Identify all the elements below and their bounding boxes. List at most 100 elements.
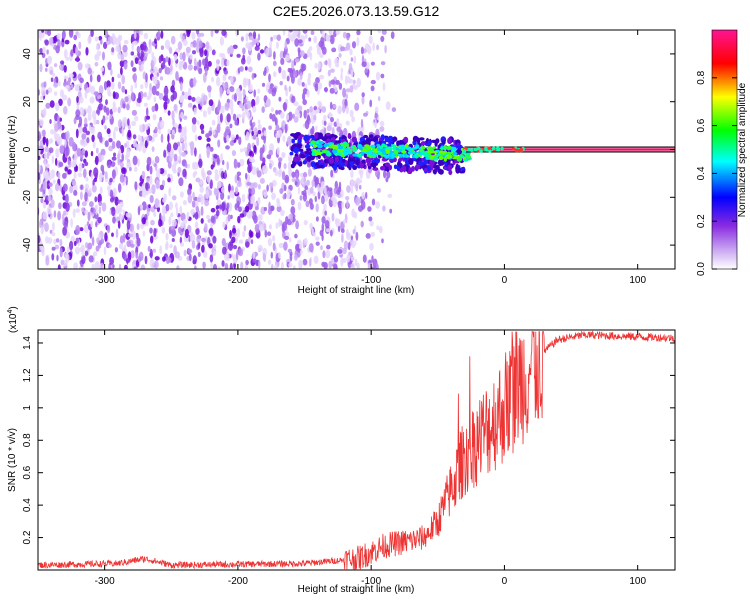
- colorbar-tick-label: 0.0: [696, 262, 707, 276]
- spectrogram-noise-cell: [145, 72, 148, 83]
- spectrogram-noise-cell: [58, 202, 62, 210]
- spectrogram-noise-cell: [380, 73, 385, 79]
- spectrogram-band-cell: [460, 166, 465, 171]
- spectrogram-noise-cell: [358, 169, 364, 175]
- spectrogram-noise-cell: [195, 30, 200, 35]
- spectrogram-noise-cell: [178, 128, 182, 133]
- spectrogram-noise-cell: [268, 149, 274, 156]
- spectrogram-noise-cell: [302, 99, 308, 106]
- spectrogram-noise-cell: [232, 44, 238, 49]
- spectrogram-noise-cell: [73, 157, 77, 168]
- spectrogram-x-tick-label: 0: [502, 275, 508, 286]
- spectrogram-noise-cell: [95, 147, 99, 154]
- spectrogram-noise-cell: [140, 264, 146, 269]
- spectrogram-noise-cell: [228, 241, 234, 251]
- spectrogram-noise-cell: [77, 61, 83, 71]
- spectrogram-noise-cell: [306, 179, 310, 186]
- spectrogram-noise-cell: [229, 87, 235, 93]
- spectrogram-noise-cell: [100, 67, 105, 72]
- spectrogram-noise-cell: [134, 31, 137, 40]
- spectrogram-noise-cell: [97, 95, 102, 100]
- spectrogram-noise-cell: [307, 77, 311, 86]
- spectrogram-noise-cell: [81, 201, 87, 207]
- spectrogram-noise-cell: [167, 110, 171, 116]
- spectrogram-noise-cell: [329, 87, 335, 94]
- spectrogram-noise-cell: [321, 106, 327, 113]
- spectrogram-noise-cell: [83, 123, 88, 128]
- spectrogram-band-cell: [372, 162, 377, 169]
- spectrogram-noise-cell: [330, 117, 334, 123]
- spectrogram-noise-cell: [329, 68, 335, 73]
- spectrogram-noise-cell: [179, 148, 182, 157]
- spectrogram-noise-cell: [87, 105, 92, 115]
- spectrogram-noise-cell: [271, 113, 276, 122]
- spectrogram-noise-cell: [324, 220, 330, 229]
- spectrogram-noise-cell: [86, 137, 90, 144]
- spectrogram-noise-cell: [301, 82, 305, 87]
- spectrogram-noise-cell: [150, 59, 155, 70]
- spectrogram-noise-cell: [268, 224, 273, 230]
- spectrogram-band-core: [443, 157, 447, 162]
- spectrogram-noise-cell: [259, 177, 265, 184]
- spectrogram-band-cell: [388, 138, 394, 145]
- spectrogram-noise-cell: [45, 257, 50, 266]
- spectrogram-noise-cell: [334, 57, 340, 66]
- spectrogram-noise-cell: [91, 134, 95, 143]
- spectrogram-noise-cell: [60, 259, 65, 266]
- spectrogram-noise-cell: [288, 111, 293, 121]
- spectrogram-noise-cell: [255, 97, 259, 106]
- spectrogram-noise-cell: [330, 229, 333, 237]
- spectrogram-noise-cell: [47, 87, 53, 94]
- spectrogram-noise-cell: [246, 111, 251, 118]
- spectrogram-noise-cell: [212, 129, 216, 136]
- spectrogram-noise-cell: [297, 47, 301, 53]
- snr-series-line: [38, 330, 675, 570]
- spectrogram-noise-cell: [206, 146, 211, 156]
- spectrogram-noise-cell: [340, 46, 345, 52]
- spectrogram-noise-cell: [346, 185, 351, 193]
- spectrogram-noise-cell: [106, 80, 111, 89]
- spectrogram-noise-cell: [284, 40, 288, 50]
- spectrogram-noise-cell: [263, 223, 267, 232]
- spectrogram-noise-cell: [159, 184, 164, 191]
- spectrogram-noise-cell: [268, 73, 271, 83]
- spectrogram-noise-cell: [317, 183, 320, 192]
- snr-x-tick-label: -300: [95, 576, 115, 587]
- spectrogram-noise-cell: [115, 204, 121, 215]
- spectrogram-noise-cell: [362, 254, 367, 263]
- spectrogram-noise-cell: [361, 61, 367, 68]
- spectrogram-carrier-dot: [500, 146, 504, 151]
- spectrogram-y-tick-label: -20: [22, 190, 33, 205]
- spectrogram-noise-cell: [103, 246, 107, 256]
- spectrogram-band-core: [394, 155, 399, 158]
- spectrogram-noise-cell: [184, 228, 189, 239]
- spectrogram-noise-cell: [75, 46, 79, 56]
- spectrogram-band-cell: [434, 140, 438, 147]
- spectrogram-noise-cell: [90, 208, 94, 213]
- spectrogram-noise-cell: [134, 181, 138, 191]
- spectrogram-noise-cell: [134, 57, 139, 65]
- spectrogram-noise-cell: [118, 36, 121, 45]
- spectrogram-noise-cell: [330, 79, 336, 85]
- spectrogram-noise-cell: [368, 35, 373, 45]
- spectrogram-noise-cell: [351, 243, 356, 248]
- spectrogram-band-core: [337, 145, 344, 150]
- spectrogram-noise-cell: [349, 109, 354, 118]
- spectrogram-noise-cell: [192, 259, 196, 265]
- spectrogram-noise-cell: [232, 244, 238, 250]
- spectrogram-noise-cell: [117, 183, 122, 193]
- spectrogram-noise-cell: [192, 50, 196, 55]
- spectrogram-noise-cell: [154, 126, 158, 133]
- spectrogram-noise-cell: [239, 158, 245, 167]
- spectrogram-noise-cell: [158, 67, 162, 74]
- spectrogram-noise-cell: [269, 112, 273, 120]
- spectrogram-noise-cell: [222, 159, 225, 166]
- spectrogram-noise-cell: [300, 63, 305, 73]
- spectrogram-noise-cell: [312, 191, 316, 197]
- spectrogram-band-cell: [457, 144, 462, 150]
- spectrogram-noise-cell: [236, 250, 239, 261]
- spectrogram-noise-cell: [370, 85, 375, 92]
- spectrogram-noise-cell: [238, 206, 242, 213]
